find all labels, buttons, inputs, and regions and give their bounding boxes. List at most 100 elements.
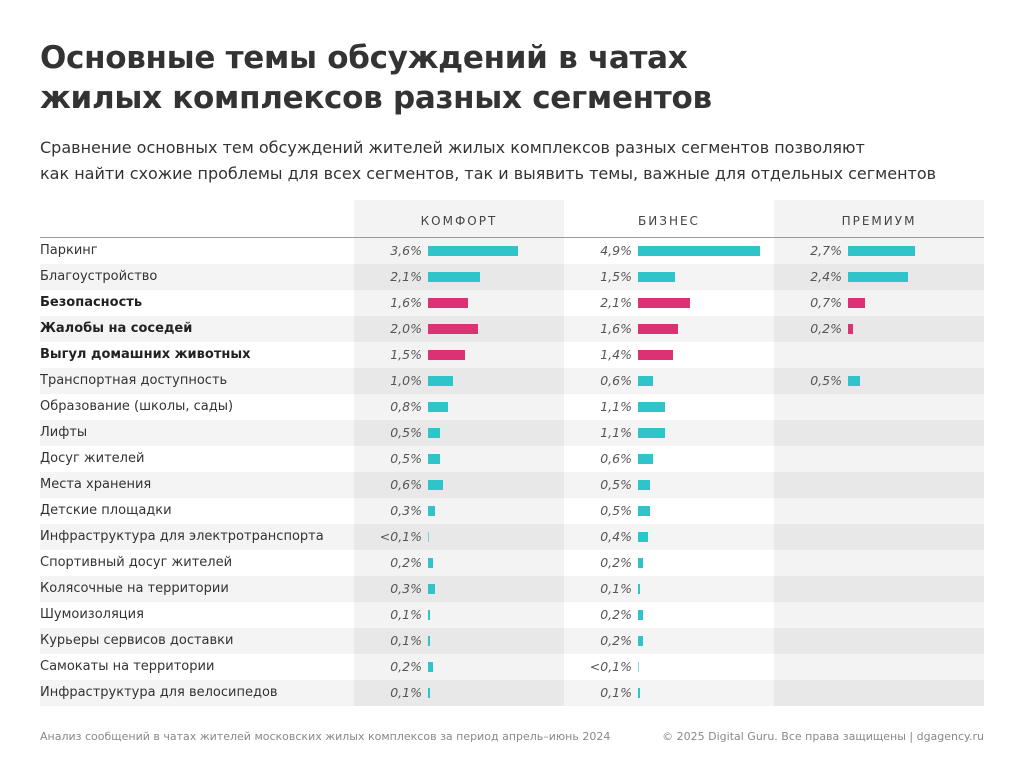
value-label: 0,1% (390, 607, 422, 622)
table-row: Спортивный досуг жителей 0,2% 0,2% (40, 550, 984, 576)
value-label: 1,6% (600, 321, 632, 336)
row-label: Детские площадки (40, 503, 172, 518)
value-label: 0,6% (600, 373, 632, 388)
bar (638, 480, 650, 490)
bar (638, 402, 665, 412)
value-label: 0,8% (390, 399, 422, 414)
row-label: Благоустройство (40, 269, 158, 284)
value-label: 0,5% (390, 425, 422, 440)
value-label: 0,2% (810, 321, 842, 336)
value-label: 0,3% (390, 581, 422, 596)
chart-title-line-1: Основные темы обсуждений в чатах (40, 40, 688, 76)
subtitle-line-2: как найти схожие проблемы для всех сегме… (40, 164, 937, 183)
value-label: 0,1% (390, 685, 422, 700)
table-row: Шумоизоляция 0,1% 0,2% (40, 602, 984, 628)
value-label: 3,6% (390, 243, 422, 258)
table-row: Безопасность 1,6% 2,1% 0,7% (40, 290, 984, 316)
bar (638, 610, 643, 620)
value-label: 1,4% (600, 347, 632, 362)
value-label: 0,1% (600, 685, 632, 700)
value-label: 0,2% (600, 633, 632, 648)
value-label: 2,1% (390, 269, 422, 284)
value-label: 0,5% (600, 503, 632, 518)
table-row: Жалобы на соседей 2,0% 1,6% 0,2% (40, 316, 984, 342)
row-label: Инфраструктура для электротранспорта (40, 529, 324, 544)
value-label: 2,7% (810, 243, 842, 258)
bar (638, 298, 690, 308)
bar (428, 324, 478, 334)
bar (428, 610, 430, 620)
bar (638, 584, 640, 594)
row-label: Транспортная доступность (40, 373, 228, 388)
bar (428, 506, 435, 516)
chart-subtitle: Сравнение основных тем обсуждений жителе… (40, 135, 936, 187)
row-label: Безопасность (40, 295, 143, 310)
value-label: 1,5% (390, 347, 422, 362)
table-row: Благоустройство 2,1% 1,5% 2,4% (40, 264, 984, 290)
chart-title-line-2: жилых комплексов разных сегментов (40, 80, 712, 116)
bar (638, 532, 648, 542)
column-header-business: БИЗНЕС (638, 214, 700, 228)
value-label: 0,2% (600, 555, 632, 570)
value-label: 1,0% (390, 373, 422, 388)
column-header-comfort: КОМФОРТ (420, 214, 498, 228)
table-row: Лифты 0,5% 1,1% (40, 420, 984, 446)
bar (638, 428, 665, 438)
row-label: Курьеры сервисов доставки (40, 633, 234, 648)
value-label: 1,6% (390, 295, 422, 310)
row-label: Самокаты на территории (40, 659, 215, 674)
table-row: Образование (школы, сады) 0,8% 1,1% (40, 394, 984, 420)
row-label: Жалобы на соседей (40, 321, 193, 336)
bar (638, 324, 678, 334)
value-label: 1,1% (600, 425, 632, 440)
table-row: Инфраструктура для электротранспорта <0,1… (40, 524, 984, 550)
value-label: 0,5% (600, 477, 632, 492)
row-label: Спортивный досуг жителей (40, 555, 233, 570)
bar (638, 272, 675, 282)
value-label: 0,2% (390, 555, 422, 570)
bar (638, 350, 673, 360)
bar (638, 662, 639, 672)
value-label: 1,1% (600, 399, 632, 414)
table-row: Транспортная доступность 1,0% 0,6% 0,5% (40, 368, 984, 394)
bar (848, 298, 865, 308)
value-label: 0,2% (390, 659, 422, 674)
bar (428, 298, 468, 308)
row-label: Колясочные на территории (40, 581, 229, 596)
value-label: 0,6% (390, 477, 422, 492)
row-label: Паркинг (40, 243, 98, 258)
value-label: 0,7% (810, 295, 842, 310)
row-label: Выгул домашних животных (40, 347, 251, 362)
subtitle-line-1: Сравнение основных тем обсуждений жителе… (40, 138, 865, 157)
table-row: Инфраструктура для велосипедов 0,1% 0,1% (40, 680, 984, 706)
bar (638, 376, 653, 386)
table-row: Досуг жителей 0,5% 0,6% (40, 446, 984, 472)
value-label: 0,5% (390, 451, 422, 466)
bar (428, 246, 518, 256)
bar (428, 428, 440, 438)
header-divider (40, 237, 984, 238)
bar (638, 636, 643, 646)
row-label: Лифты (40, 425, 88, 440)
bar (428, 454, 440, 464)
value-label: 2,0% (390, 321, 422, 336)
bar (428, 376, 453, 386)
value-label: <0,1% (589, 659, 632, 674)
value-label: 0,6% (600, 451, 632, 466)
bar (428, 584, 435, 594)
footer-source: Анализ сообщений в чатах жителей московс… (40, 730, 611, 743)
table-row: Выгул домашних животных 1,5% 1,4% (40, 342, 984, 368)
bar (638, 558, 643, 568)
value-label: 0,4% (600, 529, 632, 544)
bar (428, 272, 480, 282)
bar (848, 376, 860, 386)
value-label: 1,5% (600, 269, 632, 284)
column-bg-premium (774, 200, 984, 706)
bar (638, 454, 653, 464)
value-label: 0,1% (600, 581, 632, 596)
bar (428, 688, 430, 698)
bar (428, 350, 465, 360)
bar (638, 246, 760, 256)
row-label: Досуг жителей (40, 451, 145, 466)
value-label: 0,5% (810, 373, 842, 388)
